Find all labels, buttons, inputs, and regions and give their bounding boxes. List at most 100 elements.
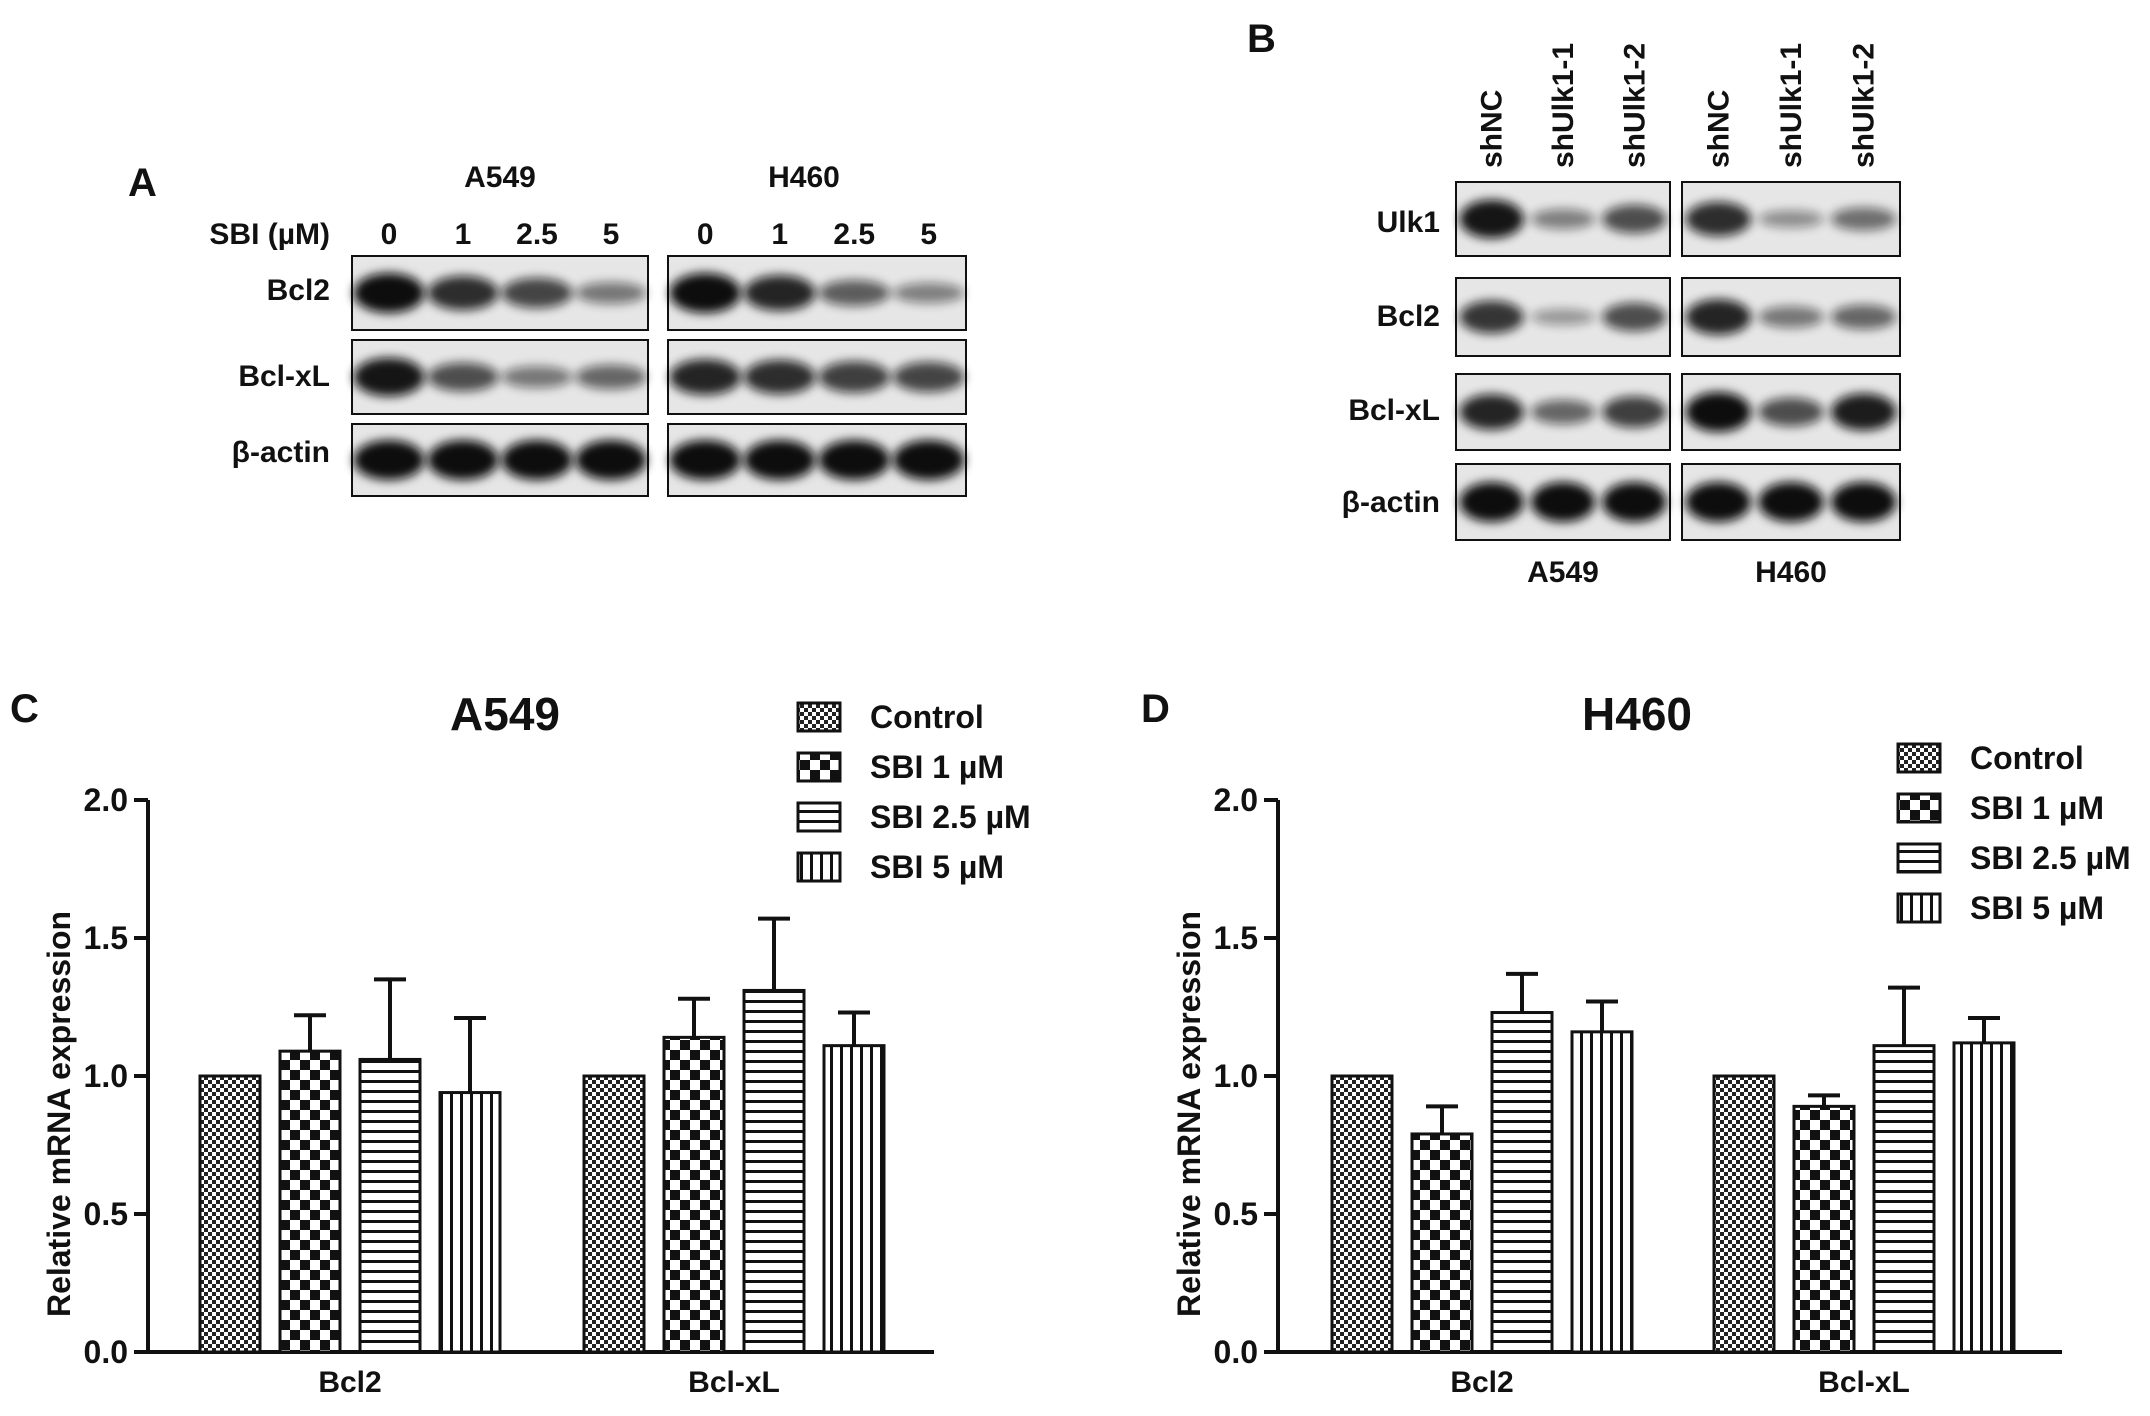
panel-a-dose-label: 0	[381, 218, 398, 251]
chart-d-category-label: Bcl2	[1450, 1366, 1513, 1399]
panel-a-dose-label: 2.5	[516, 218, 558, 251]
chart-c-legend-swatch	[796, 851, 842, 883]
panel-a-letter: A	[128, 161, 157, 205]
panel-a: A A549 H460 SBI (µM) 0 1 2.5 5 0 1 2.5 5 Bcl2 Bcl…	[128, 161, 967, 497]
chart-d-bar-bcl-xl-sbi-2-5-um	[1872, 1044, 1936, 1354]
panel-a-band	[353, 440, 425, 480]
panel-a-band	[427, 275, 499, 311]
chart-c-legend-swatch	[796, 801, 842, 833]
chart-d-legend-swatch	[1896, 742, 1942, 774]
panel-b-band	[1459, 300, 1524, 334]
panel-b-group-label-h460: H460	[1755, 556, 1827, 589]
chart-d-bar-bcl2-control	[1330, 1074, 1394, 1354]
panel-a-band	[818, 361, 891, 393]
chart-d-legend-label: Control	[1970, 740, 2084, 776]
chart-c-y-tick-label: 2.0	[84, 782, 128, 818]
panel-d-ylabel: Relative mRNA expression	[1171, 911, 1207, 1317]
panel-b-band	[1758, 482, 1824, 522]
chart-c-bar-bcl2-sbi-5-um	[438, 1091, 502, 1354]
panel-d-letter: D	[1141, 687, 1170, 731]
panel-a-dose-label: 2.5	[833, 218, 875, 251]
panel-c-ylabel: Relative mRNA expression	[41, 911, 77, 1317]
panel-a-row-label-beta-actin: β-actin	[232, 436, 330, 469]
chart-c-bar-bcl-xl-sbi-2-5-um	[742, 988, 806, 1354]
panel-b-band	[1685, 201, 1752, 237]
chart-d-bar-bcl2-sbi-2-5-um	[1490, 1011, 1554, 1354]
chart-d-legend-label: SBI 2.5 µM	[1970, 840, 2131, 876]
chart-d-y-tick-label: 0.5	[1214, 1196, 1258, 1232]
panel-a-band	[427, 362, 499, 392]
chart-c-y-tick-label: 0.5	[84, 1196, 128, 1232]
chart-c-y-tick-label: 0.0	[84, 1334, 128, 1370]
chart-d-bar-bcl2-sbi-5-um	[1570, 1030, 1634, 1354]
chart-c-category-label: Bcl-xL	[688, 1366, 780, 1399]
chart-d-legend-swatch	[1896, 892, 1942, 924]
chart-d-bar-bcl-xl-sbi-5-um	[1952, 1041, 2016, 1354]
panel-a-band	[892, 282, 965, 304]
panel-b-band	[1830, 304, 1897, 330]
chart-c-legend-label: SBI 1 µM	[870, 749, 1004, 785]
panel-b-band	[1602, 396, 1667, 428]
panel-b-band	[1602, 482, 1667, 522]
panel-a-band	[818, 440, 891, 480]
chart-d-y-tick-label: 1.5	[1214, 920, 1258, 956]
panel-b-band	[1602, 302, 1667, 332]
panel-a-dose-label: 0	[697, 218, 714, 251]
panel-a-band	[743, 359, 816, 395]
panel-a-band	[501, 366, 573, 388]
chart-c-bar-bcl-xl-sbi-1-um	[662, 1035, 726, 1354]
panel-a-band	[669, 359, 742, 395]
chart-c-bar-bcl-xl-sbi-5-um	[822, 1044, 886, 1354]
panel-a-treatment-label: SBI (µM)	[209, 218, 330, 251]
panel-d-title: H460	[1582, 688, 1692, 740]
panel-a-band	[743, 440, 816, 480]
panel-b-letter: B	[1247, 17, 1276, 61]
panel-a-band	[353, 273, 425, 313]
chart-c-y-tick-label: 1.0	[84, 1058, 128, 1094]
chart-c-legend-label: Control	[870, 699, 984, 735]
panel-a-band	[892, 361, 965, 393]
panel-b-band	[1758, 397, 1824, 427]
panel-b-lane-label: shUlk1-2	[1848, 43, 1881, 168]
panel-a-band	[575, 440, 647, 480]
panel-b-lane-label: shUlk1-1	[1547, 43, 1580, 168]
chart-c-legend-swatch	[796, 701, 842, 733]
panel-b-band	[1685, 392, 1752, 432]
panel-b-row-label-bcl-xl: Bcl-xL	[1348, 394, 1440, 427]
panel-b-band	[1530, 482, 1596, 522]
panel-b-band	[1758, 210, 1824, 228]
chart-d-y-tick-label: 2.0	[1214, 782, 1258, 818]
chart-c-y-tick-label: 1.5	[84, 920, 128, 956]
panel-b-band	[1459, 199, 1524, 239]
panel-a-dose-label: 5	[603, 218, 620, 251]
panel-d: D H460 Relative mRNA expression 0.0 0.5 1.…	[1141, 687, 2131, 1399]
panel-b-band	[1685, 299, 1752, 335]
panel-a-group-label-a549: A549	[464, 161, 536, 194]
chart-d-y-tick-label: 1.0	[1214, 1058, 1258, 1094]
panel-b-band	[1530, 308, 1596, 326]
panel-a-band	[501, 440, 573, 480]
panel-b-band	[1530, 208, 1596, 230]
panel-b-lane-label: shUlk1-2	[1618, 43, 1651, 168]
chart-c-bar-bcl2-sbi-2-5-um	[358, 1057, 422, 1354]
panel-a-dose-label: 5	[920, 218, 937, 251]
panel-b-lane-label: shNC	[1476, 90, 1509, 168]
chart-d-legend-label: SBI 5 µM	[1970, 890, 2104, 926]
panel-b-lane-label: shUlk1-1	[1775, 43, 1808, 168]
panel-a-band	[353, 357, 425, 397]
panel-b-row-label-ulk1: Ulk1	[1377, 206, 1440, 239]
chart-d-legend-label: SBI 1 µM	[1970, 790, 2104, 826]
chart-c-bar-bcl-xl-control	[582, 1074, 646, 1354]
chart-c-legend-swatch	[796, 751, 842, 783]
panel-b: B shNC shUlk1-1 shUlk1-2 A549 shNC shUlk1-1 sh…	[1247, 17, 1901, 589]
chart-d-y-tick-label: 0.0	[1214, 1334, 1258, 1370]
panel-c-title: A549	[450, 688, 560, 740]
panel-a-band	[575, 282, 647, 304]
panel-b-band	[1602, 204, 1667, 234]
panel-a-band	[818, 280, 891, 306]
panel-b-group-label-a549: A549	[1527, 556, 1599, 589]
chart-d-category-label: Bcl-xL	[1818, 1366, 1910, 1399]
panel-a-band	[892, 440, 965, 480]
panel-a-dose-label: 1	[455, 218, 472, 251]
